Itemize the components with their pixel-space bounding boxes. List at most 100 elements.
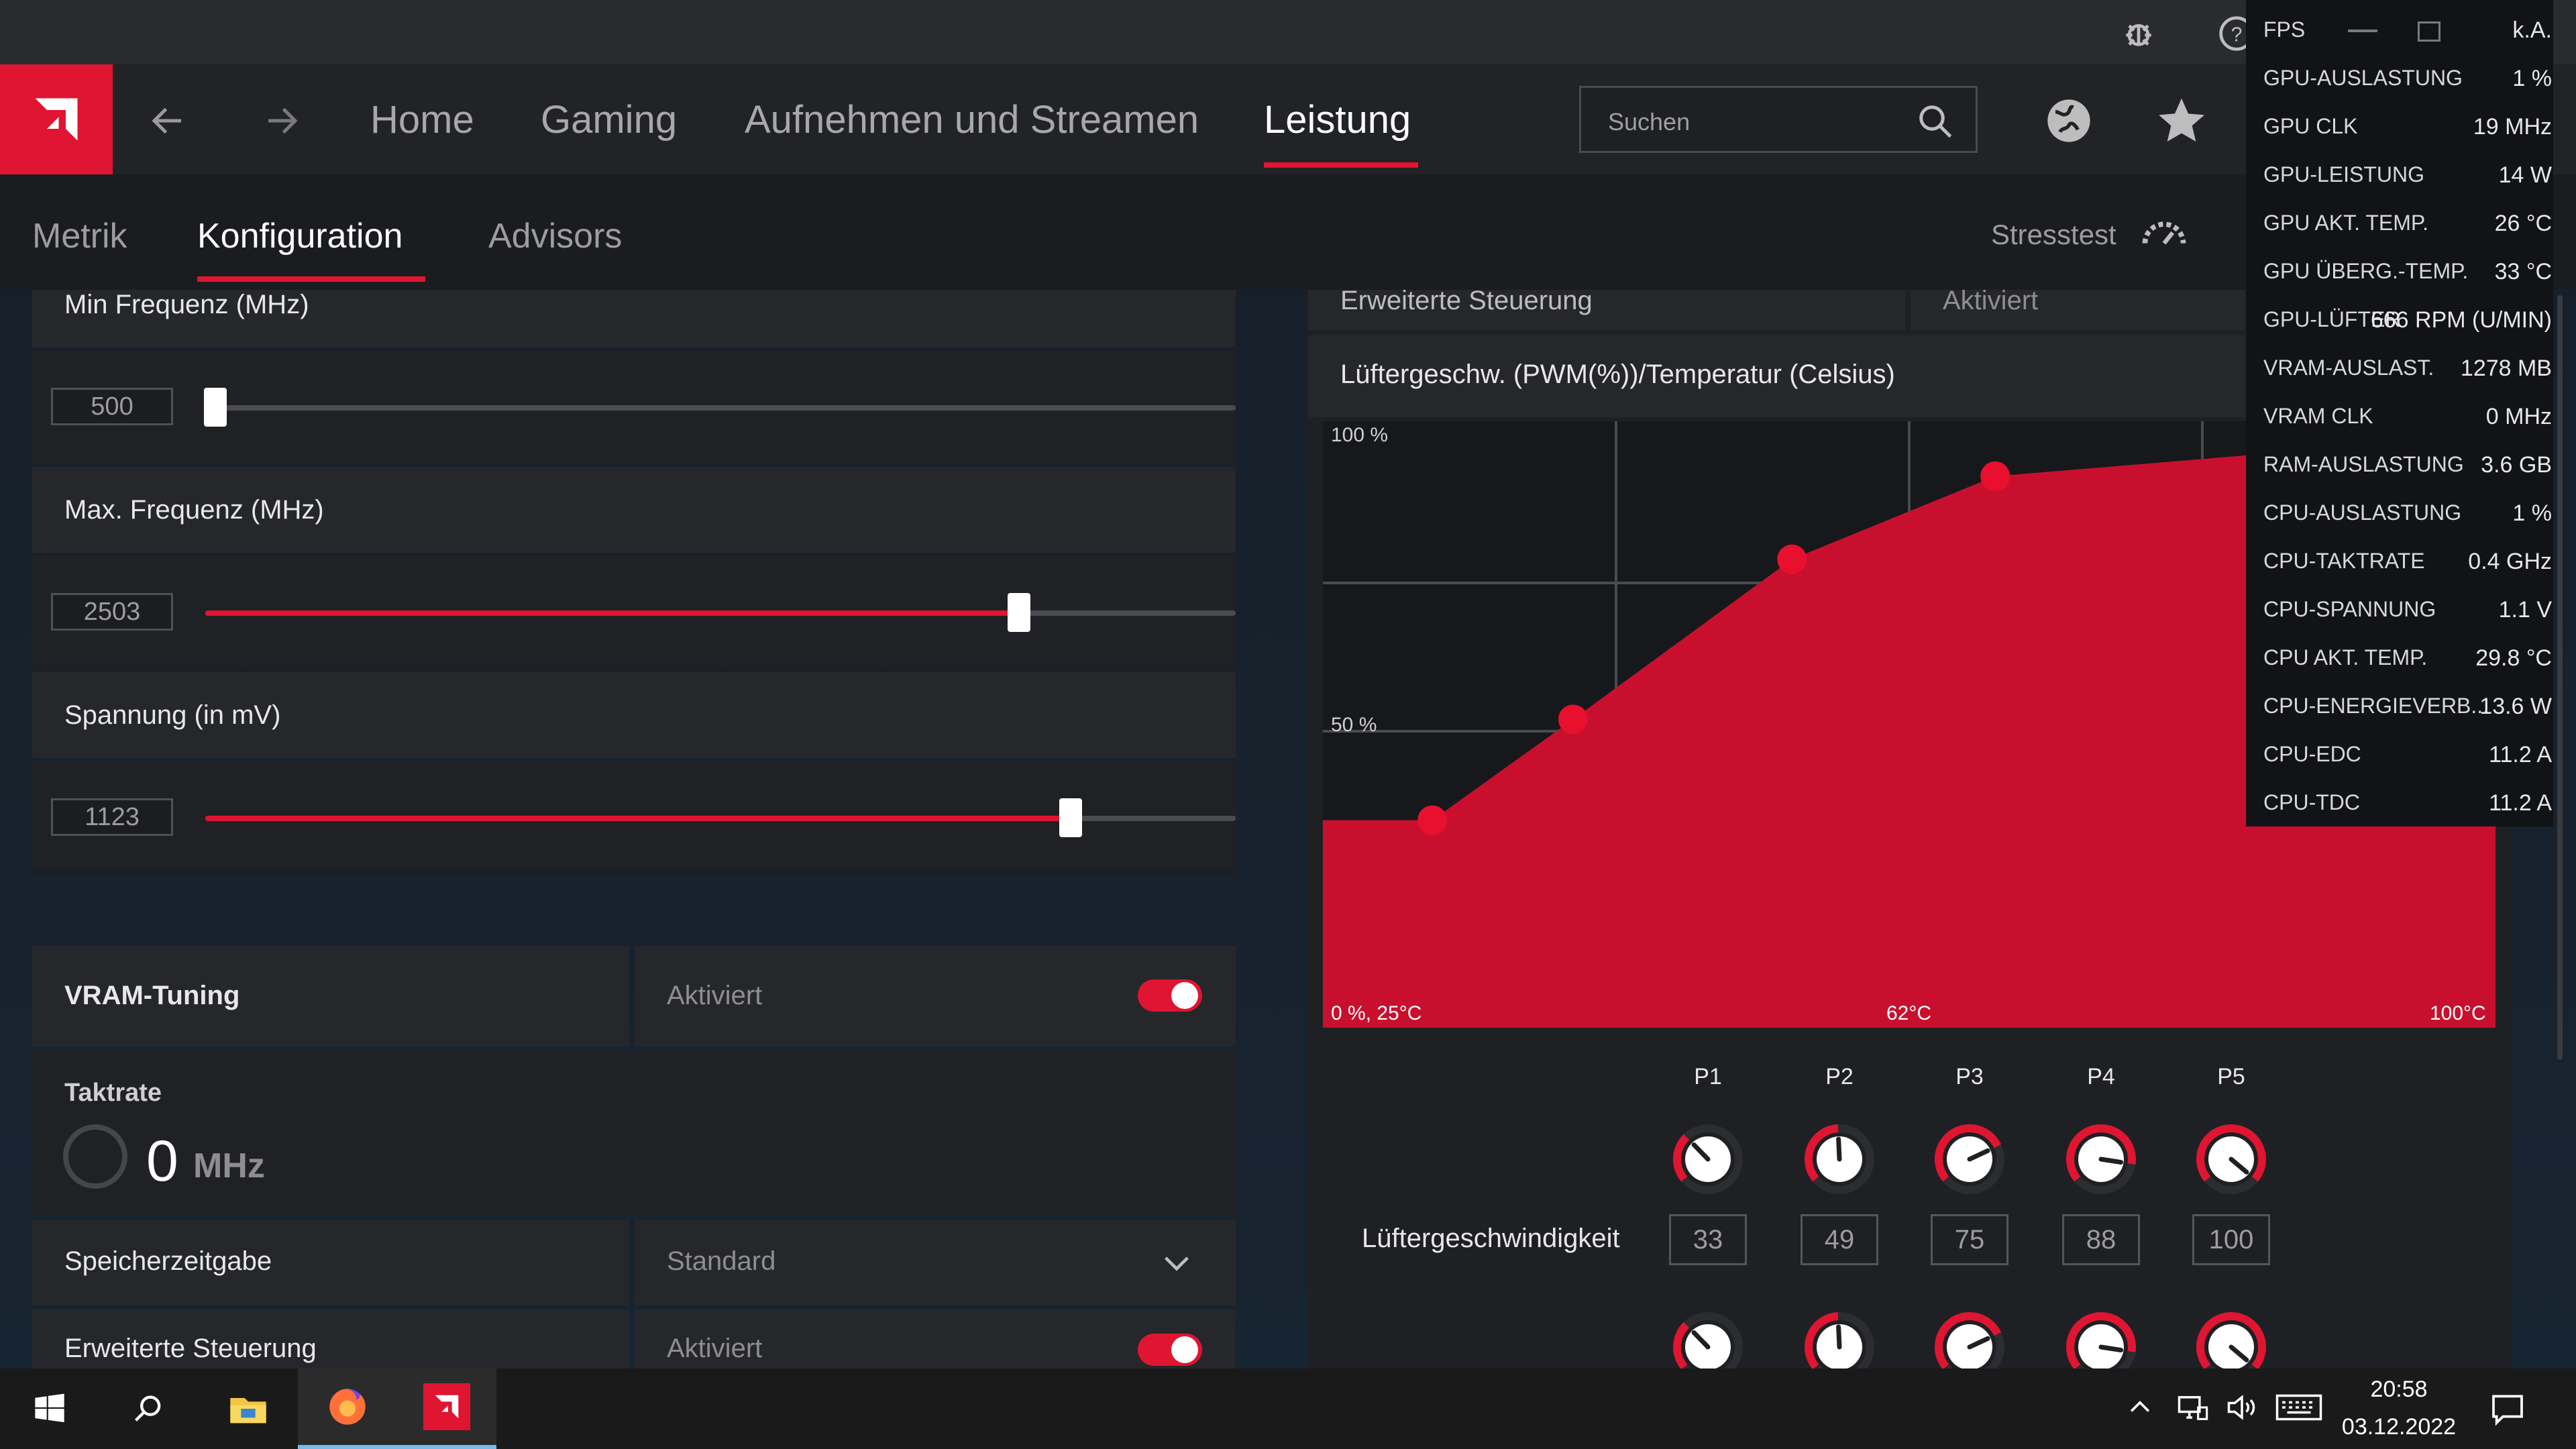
- min-freq-label: Min Frequenz (MHz): [64, 290, 309, 319]
- voltage-label: Spannung (in mV): [64, 700, 281, 730]
- overlay-metric-value: 11.2 A: [2489, 742, 2552, 767]
- overlay-metric-value: 29.8 °C: [2475, 645, 2552, 671]
- min-freq-thumb[interactable]: [204, 388, 227, 427]
- advanced-label-cell: Erweiterte Steuerung: [32, 1309, 629, 1368]
- clock-gauge-icon: [62, 1123, 129, 1190]
- overlay-metric-value: 13.6 W: [2479, 694, 2552, 719]
- overlay-metric-value: 19 MHz: [2473, 114, 2552, 140]
- overlay-metric-label: FPS: [2263, 17, 2306, 42]
- fan-speed-value-p2[interactable]: 49: [1801, 1214, 1878, 1265]
- amd-software-taskbar-icon[interactable]: [397, 1368, 496, 1449]
- search-icon[interactable]: [1915, 101, 1955, 142]
- overlay-minimize-icon[interactable]: [2348, 30, 2377, 32]
- fan-speed-knob-icon[interactable]: [1931, 1308, 2008, 1386]
- fan-speed-value-p4[interactable]: 88: [2062, 1214, 2140, 1265]
- subtab-advisors[interactable]: Advisors: [488, 217, 623, 256]
- curve-point-p4[interactable]: [1980, 461, 2010, 491]
- subtab-configuration[interactable]: Konfiguration: [197, 217, 403, 256]
- taskbar-search-icon[interactable]: [99, 1368, 199, 1449]
- title-bar: [0, 0, 2576, 64]
- keyboard-icon[interactable]: [2275, 1391, 2322, 1424]
- x-tick-62: 62°C: [1886, 1002, 1931, 1024]
- fan-speed-knob-icon[interactable]: [1801, 1120, 1878, 1198]
- max-freq-row: 2503: [32, 555, 1236, 669]
- stresstest-link[interactable]: Stresstest: [1991, 219, 2116, 250]
- bug-report-icon[interactable]: [2120, 15, 2157, 52]
- min-freq-track[interactable]: [205, 405, 1236, 411]
- file-explorer-icon[interactable]: [199, 1368, 298, 1449]
- clock-card: Taktrate 0 MHz: [32, 1052, 1236, 1216]
- globe-icon[interactable]: [2042, 94, 2096, 148]
- fan-speed-knob-icon[interactable]: [1669, 1120, 1747, 1198]
- advanced-state-cell: Aktiviert: [635, 1309, 1236, 1368]
- windows-start-icon[interactable]: [0, 1368, 99, 1449]
- overlay-maximize-icon[interactable]: [2418, 21, 2440, 42]
- curve-point-p1[interactable]: [1417, 805, 1448, 835]
- right-advanced-cell: Erweiterte Steuerung: [1308, 286, 1905, 330]
- amd-logo-icon[interactable]: [0, 64, 113, 174]
- fan-speed-knob-icon[interactable]: [1931, 1120, 2008, 1198]
- overlay-metric-value: 33 °C: [2494, 259, 2552, 284]
- min-freq-value[interactable]: 500: [51, 388, 173, 425]
- vram-tuning-state-cell: Aktiviert: [635, 946, 1236, 1046]
- fan-speed-value-p3[interactable]: 75: [1931, 1214, 2008, 1265]
- subtab-metrics[interactable]: Metrik: [32, 217, 127, 256]
- overlay-metric-value: 1 %: [2512, 500, 2552, 526]
- overlay-metric-label: CPU-AUSLASTUNG: [2263, 500, 2462, 525]
- volume-icon[interactable]: [2223, 1390, 2261, 1425]
- min-freq-header: Min Frequenz (MHz): [32, 290, 1236, 347]
- memtiming-dropdown[interactable]: Standard: [635, 1220, 1236, 1305]
- fan-speed-knob-icon[interactable]: [2062, 1120, 2140, 1198]
- vram-tuning-toggle[interactable]: [1138, 979, 1202, 1012]
- notification-icon[interactable]: [2489, 1390, 2526, 1428]
- fan-curve-area: [1323, 435, 2496, 1028]
- max-freq-thumb[interactable]: [1008, 593, 1031, 632]
- scrollbar[interactable]: [2557, 295, 2563, 1060]
- voltage-thumb[interactable]: [1059, 798, 1083, 837]
- favorites-star-icon[interactable]: [2155, 94, 2208, 148]
- point-label-p4: P4: [2087, 1064, 2115, 1089]
- curve-point-p2[interactable]: [1558, 704, 1588, 735]
- network-icon[interactable]: [2174, 1390, 2211, 1425]
- tab-performance[interactable]: Leistung: [1264, 98, 1411, 142]
- forward-arrow-icon[interactable]: [255, 94, 309, 148]
- firefox-icon[interactable]: [298, 1368, 397, 1449]
- max-freq-value[interactable]: 2503: [51, 593, 173, 631]
- back-arrow-icon[interactable]: [141, 94, 195, 148]
- metrics-overlay: [2246, 0, 2553, 826]
- point-label-p2: P2: [1825, 1064, 1854, 1089]
- search-input[interactable]: Suchen: [1579, 86, 1978, 153]
- advanced-control-label: Erweiterte Steuerung: [64, 1334, 317, 1363]
- taskbar-time[interactable]: 20:58: [2370, 1377, 2428, 1402]
- overlay-metric-label: GPU-LEISTUNG: [2263, 162, 2425, 186]
- clock-unit: MHz: [193, 1146, 265, 1185]
- fan-speed-value-p5[interactable]: 100: [2192, 1214, 2270, 1265]
- taskbar-date[interactable]: 03.12.2022: [2341, 1414, 2457, 1440]
- overlay-metric-value: 1 %: [2512, 66, 2552, 91]
- vram-tuning-label: VRAM-Tuning: [64, 981, 240, 1010]
- point-label-p1: P1: [1694, 1064, 1722, 1089]
- overlay-metric-label: CPU-TAKTRATE: [2263, 549, 2425, 573]
- fan-speed-label: Lüftergeschwindigkeit: [1362, 1224, 1620, 1253]
- active-subtab-underline: [197, 276, 425, 282]
- tab-record-stream[interactable]: Aufnehmen und Streamen: [745, 98, 1199, 142]
- voltage-value[interactable]: 1123: [51, 798, 173, 836]
- voltage-row: 1123: [32, 761, 1236, 873]
- chevron-up-icon[interactable]: [2125, 1393, 2155, 1422]
- voltage-fill: [205, 816, 1071, 821]
- tab-home[interactable]: Home: [370, 98, 474, 142]
- tab-gaming[interactable]: Gaming: [541, 98, 678, 142]
- overlay-metric-label: CPU-TDC: [2263, 790, 2360, 814]
- gauge-icon[interactable]: [2139, 209, 2190, 260]
- curve-point-p3[interactable]: [1777, 544, 1807, 574]
- fan-speed-knob-icon[interactable]: [2192, 1120, 2270, 1198]
- fan-speed-value-p1[interactable]: 33: [1669, 1214, 1747, 1265]
- overlay-metric-value: k.A.: [2512, 17, 2552, 43]
- point-label-p5: P5: [2217, 1064, 2245, 1089]
- right-advanced-state: Aktiviert: [1943, 286, 2039, 315]
- fan-speed-knob-icon[interactable]: [1801, 1308, 1878, 1386]
- point-label-p3: P3: [1955, 1064, 1984, 1089]
- overlay-metric-label: CPU-EDC: [2263, 742, 2361, 766]
- overlay-metric-label: VRAM CLK: [2263, 404, 2373, 428]
- advanced-control-toggle[interactable]: [1138, 1334, 1202, 1366]
